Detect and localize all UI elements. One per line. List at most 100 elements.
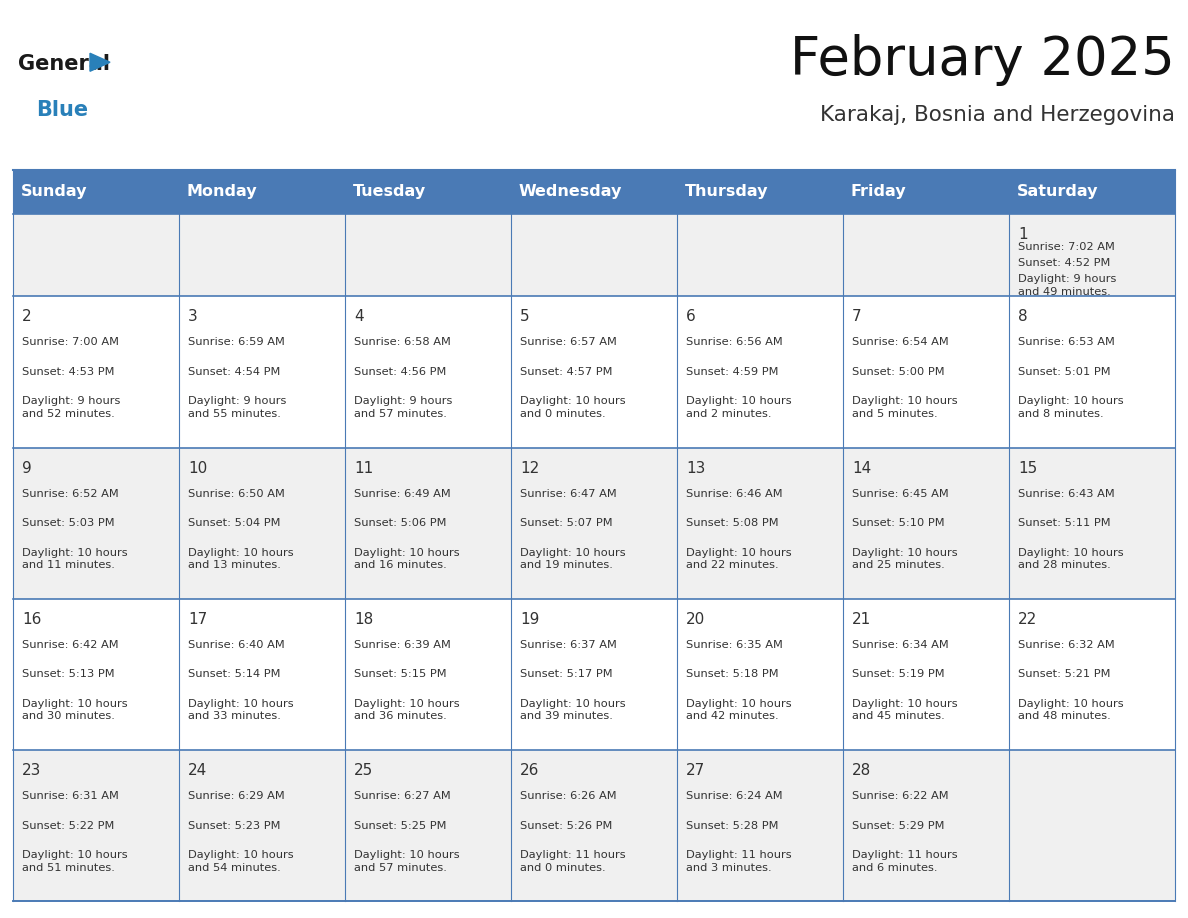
Text: Daylight: 10 hours
and 19 minutes.: Daylight: 10 hours and 19 minutes. — [520, 548, 626, 570]
Text: Sunrise: 6:47 AM: Sunrise: 6:47 AM — [520, 488, 617, 498]
Text: Daylight: 9 hours
and 57 minutes.: Daylight: 9 hours and 57 minutes. — [354, 397, 453, 419]
Text: Sunrise: 6:35 AM: Sunrise: 6:35 AM — [685, 640, 783, 650]
Text: Sunrise: 6:43 AM: Sunrise: 6:43 AM — [1018, 488, 1114, 498]
Text: Sunset: 5:04 PM: Sunset: 5:04 PM — [188, 518, 280, 528]
Text: Daylight: 10 hours
and 16 minutes.: Daylight: 10 hours and 16 minutes. — [354, 548, 460, 570]
Text: 25: 25 — [354, 763, 373, 778]
Text: 2: 2 — [23, 309, 32, 324]
Text: Daylight: 9 hours
and 55 minutes.: Daylight: 9 hours and 55 minutes. — [188, 397, 286, 419]
Bar — [13, 170, 1175, 214]
Text: Sunset: 5:13 PM: Sunset: 5:13 PM — [23, 669, 114, 679]
Text: Tuesday: Tuesday — [353, 185, 426, 199]
Text: 21: 21 — [852, 612, 871, 627]
Text: 8: 8 — [1018, 309, 1028, 324]
Bar — [13, 214, 1175, 297]
Text: Daylight: 10 hours
and 36 minutes.: Daylight: 10 hours and 36 minutes. — [354, 699, 460, 722]
Text: Sunset: 5:21 PM: Sunset: 5:21 PM — [1018, 669, 1111, 679]
Text: Sunrise: 6:42 AM: Sunrise: 6:42 AM — [23, 640, 119, 650]
Text: Daylight: 10 hours
and 51 minutes.: Daylight: 10 hours and 51 minutes. — [23, 850, 127, 873]
Text: 10: 10 — [188, 461, 207, 476]
Text: Sunset: 5:00 PM: Sunset: 5:00 PM — [852, 367, 944, 377]
Text: 11: 11 — [354, 461, 373, 476]
Text: Sunset: 5:17 PM: Sunset: 5:17 PM — [520, 669, 613, 679]
Text: Sunrise: 6:37 AM: Sunrise: 6:37 AM — [520, 640, 617, 650]
Text: Sunset: 5:10 PM: Sunset: 5:10 PM — [852, 518, 944, 528]
Text: Daylight: 10 hours
and 42 minutes.: Daylight: 10 hours and 42 minutes. — [685, 699, 791, 722]
Text: Sunset: 5:26 PM: Sunset: 5:26 PM — [520, 821, 612, 831]
Text: General: General — [18, 54, 110, 74]
Polygon shape — [90, 53, 110, 72]
Text: 23: 23 — [23, 763, 42, 778]
Text: 24: 24 — [188, 763, 207, 778]
Text: Sunrise: 6:22 AM: Sunrise: 6:22 AM — [852, 791, 949, 801]
Text: 15: 15 — [1018, 461, 1037, 476]
Text: Daylight: 10 hours
and 13 minutes.: Daylight: 10 hours and 13 minutes. — [188, 548, 293, 570]
Text: Daylight: 10 hours
and 54 minutes.: Daylight: 10 hours and 54 minutes. — [188, 850, 293, 873]
Text: Thursday: Thursday — [685, 185, 769, 199]
Text: Sunrise: 6:54 AM: Sunrise: 6:54 AM — [852, 338, 949, 347]
Text: Sunrise: 6:58 AM: Sunrise: 6:58 AM — [354, 338, 451, 347]
Text: Sunrise: 6:34 AM: Sunrise: 6:34 AM — [852, 640, 949, 650]
Text: Saturday: Saturday — [1017, 185, 1099, 199]
Text: 9: 9 — [23, 461, 32, 476]
Text: Sunset: 5:28 PM: Sunset: 5:28 PM — [685, 821, 778, 831]
Text: Daylight: 10 hours
and 22 minutes.: Daylight: 10 hours and 22 minutes. — [685, 548, 791, 570]
Text: Sunrise: 6:46 AM: Sunrise: 6:46 AM — [685, 488, 783, 498]
Text: Wednesday: Wednesday — [519, 185, 623, 199]
Text: Daylight: 9 hours
and 52 minutes.: Daylight: 9 hours and 52 minutes. — [23, 397, 120, 419]
Text: Sunset: 5:07 PM: Sunset: 5:07 PM — [520, 518, 613, 528]
Text: Daylight: 10 hours
and 11 minutes.: Daylight: 10 hours and 11 minutes. — [23, 548, 127, 570]
Text: Daylight: 10 hours
and 30 minutes.: Daylight: 10 hours and 30 minutes. — [23, 699, 127, 722]
Text: Daylight: 10 hours
and 33 minutes.: Daylight: 10 hours and 33 minutes. — [188, 699, 293, 722]
Text: 13: 13 — [685, 461, 706, 476]
Text: Sunday: Sunday — [21, 185, 88, 199]
Text: Sunrise: 6:26 AM: Sunrise: 6:26 AM — [520, 791, 617, 801]
Text: Daylight: 10 hours
and 8 minutes.: Daylight: 10 hours and 8 minutes. — [1018, 397, 1124, 419]
Text: Friday: Friday — [851, 185, 906, 199]
Bar — [13, 448, 1175, 599]
Text: Sunrise: 6:27 AM: Sunrise: 6:27 AM — [354, 791, 450, 801]
Text: Daylight: 10 hours
and 28 minutes.: Daylight: 10 hours and 28 minutes. — [1018, 548, 1124, 570]
Text: 27: 27 — [685, 763, 706, 778]
Text: Sunrise: 6:52 AM: Sunrise: 6:52 AM — [23, 488, 119, 498]
Text: Sunset: 4:54 PM: Sunset: 4:54 PM — [188, 367, 280, 377]
Text: Karakaj, Bosnia and Herzegovina: Karakaj, Bosnia and Herzegovina — [820, 105, 1175, 125]
Text: Daylight: 11 hours
and 0 minutes.: Daylight: 11 hours and 0 minutes. — [520, 850, 626, 873]
Bar — [13, 599, 1175, 750]
Text: Sunset: 5:03 PM: Sunset: 5:03 PM — [23, 518, 114, 528]
Text: 4: 4 — [354, 309, 364, 324]
Text: 20: 20 — [685, 612, 706, 627]
Text: 12: 12 — [520, 461, 539, 476]
Text: Sunrise: 6:50 AM: Sunrise: 6:50 AM — [188, 488, 285, 498]
Text: Daylight: 11 hours
and 3 minutes.: Daylight: 11 hours and 3 minutes. — [685, 850, 791, 873]
Text: Sunset: 4:56 PM: Sunset: 4:56 PM — [354, 367, 447, 377]
Text: Monday: Monday — [187, 185, 258, 199]
Text: 14: 14 — [852, 461, 871, 476]
Text: Sunset: 5:15 PM: Sunset: 5:15 PM — [354, 669, 447, 679]
Text: Sunrise: 6:53 AM: Sunrise: 6:53 AM — [1018, 338, 1114, 347]
Text: Sunrise: 7:02 AM: Sunrise: 7:02 AM — [1018, 242, 1114, 252]
Text: Sunset: 5:06 PM: Sunset: 5:06 PM — [354, 518, 447, 528]
Text: Sunset: 4:53 PM: Sunset: 4:53 PM — [23, 367, 114, 377]
Text: 6: 6 — [685, 309, 696, 324]
Text: Sunrise: 7:00 AM: Sunrise: 7:00 AM — [23, 338, 119, 347]
Text: Sunrise: 6:29 AM: Sunrise: 6:29 AM — [188, 791, 285, 801]
Text: Sunrise: 6:57 AM: Sunrise: 6:57 AM — [520, 338, 617, 347]
Text: Sunset: 5:29 PM: Sunset: 5:29 PM — [852, 821, 944, 831]
Text: Sunset: 5:11 PM: Sunset: 5:11 PM — [1018, 518, 1111, 528]
Bar — [13, 297, 1175, 448]
Text: Sunset: 4:59 PM: Sunset: 4:59 PM — [685, 367, 778, 377]
Text: Sunset: 5:18 PM: Sunset: 5:18 PM — [685, 669, 778, 679]
Text: Daylight: 10 hours
and 2 minutes.: Daylight: 10 hours and 2 minutes. — [685, 397, 791, 419]
Text: Sunset: 4:52 PM: Sunset: 4:52 PM — [1018, 258, 1111, 268]
Text: 3: 3 — [188, 309, 197, 324]
Text: 18: 18 — [354, 612, 373, 627]
Text: 7: 7 — [852, 309, 861, 324]
Text: Daylight: 9 hours
and 49 minutes.: Daylight: 9 hours and 49 minutes. — [1018, 274, 1117, 297]
Text: February 2025: February 2025 — [790, 34, 1175, 85]
Text: Sunset: 5:19 PM: Sunset: 5:19 PM — [852, 669, 944, 679]
Text: Sunset: 5:01 PM: Sunset: 5:01 PM — [1018, 367, 1111, 377]
Text: Sunrise: 6:40 AM: Sunrise: 6:40 AM — [188, 640, 285, 650]
Text: Sunrise: 6:32 AM: Sunrise: 6:32 AM — [1018, 640, 1114, 650]
Text: Daylight: 11 hours
and 6 minutes.: Daylight: 11 hours and 6 minutes. — [852, 850, 958, 873]
